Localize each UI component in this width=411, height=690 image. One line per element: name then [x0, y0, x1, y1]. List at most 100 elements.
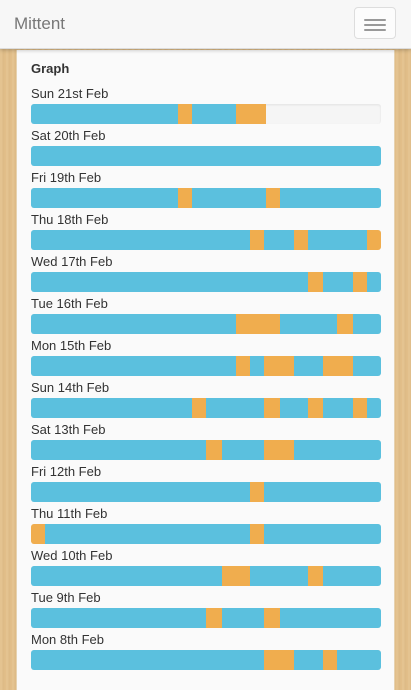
day-progress-bar: [31, 146, 381, 166]
bar-segment-orange: [337, 314, 353, 334]
bar-segment-blue: [222, 608, 264, 628]
bar-segment-blue: [308, 230, 367, 250]
bar-segment-orange: [353, 398, 367, 418]
day-row: Thu 11th Feb: [31, 506, 381, 548]
day-row: Thu 18th Feb: [31, 212, 381, 254]
bar-segment-blue: [264, 230, 294, 250]
bar-segment-orange: [367, 230, 381, 250]
menu-icon-bar: [364, 24, 386, 26]
bar-segment-blue: [31, 398, 192, 418]
bar-segment-blue: [294, 356, 323, 376]
app-title[interactable]: Mittent: [14, 14, 66, 33]
day-label: Mon 8th Feb: [31, 632, 104, 647]
bar-segment-orange: [206, 440, 222, 460]
bar-segment-orange: [250, 524, 264, 544]
day-label: Tue 9th Feb: [31, 590, 101, 605]
bar-segment-blue: [353, 314, 381, 334]
day-progress-bar: [31, 356, 381, 376]
bar-segment-orange: [353, 272, 367, 292]
bar-segment-blue: [31, 440, 206, 460]
day-progress-bar: [31, 524, 381, 544]
bar-segment-blue: [31, 188, 178, 208]
bar-segment-orange: [192, 398, 206, 418]
day-label: Sun 21st Feb: [31, 86, 109, 101]
bar-segment-blue: [45, 524, 250, 544]
bar-segment-blue: [250, 356, 264, 376]
day-label: Tue 16th Feb: [31, 296, 108, 311]
bar-segment-orange: [264, 398, 280, 418]
day-row: Fri 19th Feb: [31, 170, 381, 212]
day-row: Sat 13th Feb: [31, 422, 381, 464]
bar-segment-blue: [280, 188, 381, 208]
day-list: Sun 21st Feb Sat 20th Feb Fri 19th Feb Thu …: [31, 86, 381, 674]
bar-segment-orange: [264, 356, 294, 376]
bar-segment-orange: [308, 398, 323, 418]
bar-segment-blue: [280, 398, 308, 418]
day-row: Tue 9th Feb: [31, 590, 381, 632]
day-row: Wed 17th Feb: [31, 254, 381, 296]
day-label: Wed 17th Feb: [31, 254, 113, 269]
bar-segment-orange: [266, 188, 280, 208]
bar-segment-blue: [31, 314, 236, 334]
bar-segment-blue: [31, 272, 308, 292]
panel-title: Graph: [31, 61, 70, 76]
day-progress-bar: [31, 440, 381, 460]
day-row: Fri 12th Feb: [31, 464, 381, 506]
bar-segment-orange: [31, 524, 45, 544]
day-progress-bar: [31, 188, 381, 208]
bar-segment-blue: [323, 398, 353, 418]
bar-segment-orange: [308, 566, 323, 586]
day-label: Fri 19th Feb: [31, 170, 102, 185]
day-progress-bar: [31, 272, 381, 292]
bar-segment-blue: [294, 650, 323, 670]
bar-segment-orange: [264, 650, 294, 670]
bar-segment-orange: [236, 314, 280, 334]
day-progress-bar: [31, 314, 381, 334]
bar-segment-blue: [31, 608, 206, 628]
day-row: Wed 10th Feb: [31, 548, 381, 590]
bar-segment-blue: [294, 440, 381, 460]
day-row: Sun 21st Feb: [31, 86, 381, 128]
bar-segment-blue: [31, 482, 250, 502]
bar-segment-blue: [367, 272, 381, 292]
day-progress-bar: [31, 230, 381, 250]
graph-panel: Graph Sun 21st Feb Sat 20th Feb Fri 19th F…: [16, 50, 395, 690]
bar-segment-blue: [264, 482, 381, 502]
bar-segment-orange: [308, 272, 323, 292]
day-label: Sat 13th Feb: [31, 422, 106, 437]
day-row: Mon 8th Feb: [31, 632, 381, 674]
bar-segment-blue: [31, 650, 264, 670]
day-progress-bar: [31, 104, 381, 124]
bar-segment-orange: [178, 188, 192, 208]
menu-icon-bar: [364, 19, 386, 21]
day-label: Sun 14th Feb: [31, 380, 110, 395]
bar-segment-blue: [192, 188, 266, 208]
bar-segment-blue: [206, 398, 264, 418]
bar-segment-orange: [250, 482, 264, 502]
navbar: Mittent: [0, 0, 411, 49]
bar-segment-orange: [222, 566, 250, 586]
bar-segment-blue: [192, 104, 236, 124]
bar-segment-blue: [323, 272, 353, 292]
day-progress-bar: [31, 608, 381, 628]
day-progress-bar: [31, 566, 381, 586]
day-progress-bar: [31, 482, 381, 502]
bar-segment-orange: [236, 356, 250, 376]
day-label: Sat 20th Feb: [31, 128, 106, 143]
bar-segment-blue: [323, 566, 381, 586]
bar-segment-blue: [31, 356, 236, 376]
hamburger-menu-icon[interactable]: [354, 7, 396, 39]
day-label: Fri 12th Feb: [31, 464, 102, 479]
bar-segment-orange: [323, 356, 353, 376]
bar-segment-blue: [280, 608, 381, 628]
bar-segment-orange: [323, 650, 337, 670]
bar-segment-orange: [178, 104, 192, 124]
bar-segment-orange: [264, 608, 280, 628]
menu-icon-bar: [364, 29, 386, 31]
bar-segment-blue: [31, 146, 381, 166]
bar-segment-blue: [250, 566, 308, 586]
bar-segment-orange: [206, 608, 222, 628]
bar-segment-blue: [264, 524, 381, 544]
bar-segment-blue: [31, 566, 222, 586]
day-row: Tue 16th Feb: [31, 296, 381, 338]
